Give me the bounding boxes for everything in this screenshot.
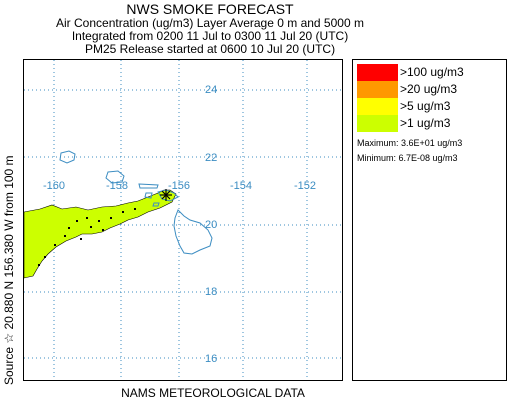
legend-item: >20 ug/m3 bbox=[357, 81, 502, 98]
kahoolawe-coastline bbox=[152, 202, 160, 207]
maximum-value: Maximum: 3.6E+01 ug/m3 bbox=[357, 138, 463, 148]
smoke-map: -160 -158 -156 -154 -152 24 22 20 18 16 bbox=[23, 59, 343, 381]
chart-title: NWS SMOKE FORECAST bbox=[126, 1, 294, 17]
source-location-label: Source ☆ 20.880 N 156.380 W from 100 m bbox=[1, 59, 16, 385]
legend-label: >5 ug/m3 bbox=[400, 99, 451, 113]
lon-label: -160 bbox=[43, 180, 65, 192]
legend-swatch bbox=[357, 64, 398, 81]
lat-label: 18 bbox=[205, 286, 217, 298]
lon-label: -158 bbox=[106, 180, 128, 192]
legend-swatch bbox=[357, 115, 398, 132]
lon-label: -156 bbox=[168, 180, 190, 192]
minimum-value: Minimum: 6.7E-08 ug/m3 bbox=[357, 153, 458, 163]
legend-swatch bbox=[357, 81, 398, 98]
big-island-coastline bbox=[173, 209, 213, 255]
legend-label: >20 ug/m3 bbox=[400, 82, 458, 96]
smoke-speckles bbox=[38, 208, 136, 266]
longitude-labels: -160 -158 -156 -154 -152 bbox=[43, 180, 316, 192]
lat-label: 24 bbox=[205, 84, 217, 96]
legend-item: >1 ug/m3 bbox=[357, 115, 502, 132]
legend-label: >1 ug/m3 bbox=[400, 116, 451, 130]
data-source-footer: NAMS METEOROLOGICAL DATA bbox=[121, 386, 305, 400]
concentration-legend: >100 ug/m3 >20 ug/m3 >5 ug/m3 >1 ug/m3 M… bbox=[352, 59, 507, 381]
release-info: PM25 Release started at 0600 10 Jul 20 (… bbox=[84, 42, 336, 56]
legend-item: >100 ug/m3 bbox=[357, 64, 502, 81]
lat-label: 20 bbox=[205, 219, 217, 231]
lat-label: 16 bbox=[205, 353, 217, 365]
kauai-coastline bbox=[59, 150, 76, 164]
molokai-coastline bbox=[138, 183, 159, 189]
lanai-coastline bbox=[144, 192, 153, 199]
integration-period: Integrated from 0200 11 Jul to 0300 11 J… bbox=[71, 29, 349, 43]
oahu-coastline bbox=[105, 170, 125, 184]
legend-label: >100 ug/m3 bbox=[400, 65, 464, 79]
concentration-subtitle: Air Concentration (ug/m3) Layer Average … bbox=[56, 16, 364, 30]
source-star-icon bbox=[160, 189, 172, 201]
lon-label: -154 bbox=[230, 180, 252, 192]
source-location-text: Source ☆ 20.880 N 156.380 W from 100 m bbox=[2, 155, 16, 385]
legend-item: >5 ug/m3 bbox=[357, 98, 502, 115]
legend-swatch bbox=[357, 98, 398, 115]
smoke-plume bbox=[24, 189, 177, 279]
lon-label: -152 bbox=[294, 180, 316, 192]
lat-label: 22 bbox=[205, 152, 217, 164]
latitude-labels: 24 22 20 18 16 bbox=[205, 84, 217, 365]
